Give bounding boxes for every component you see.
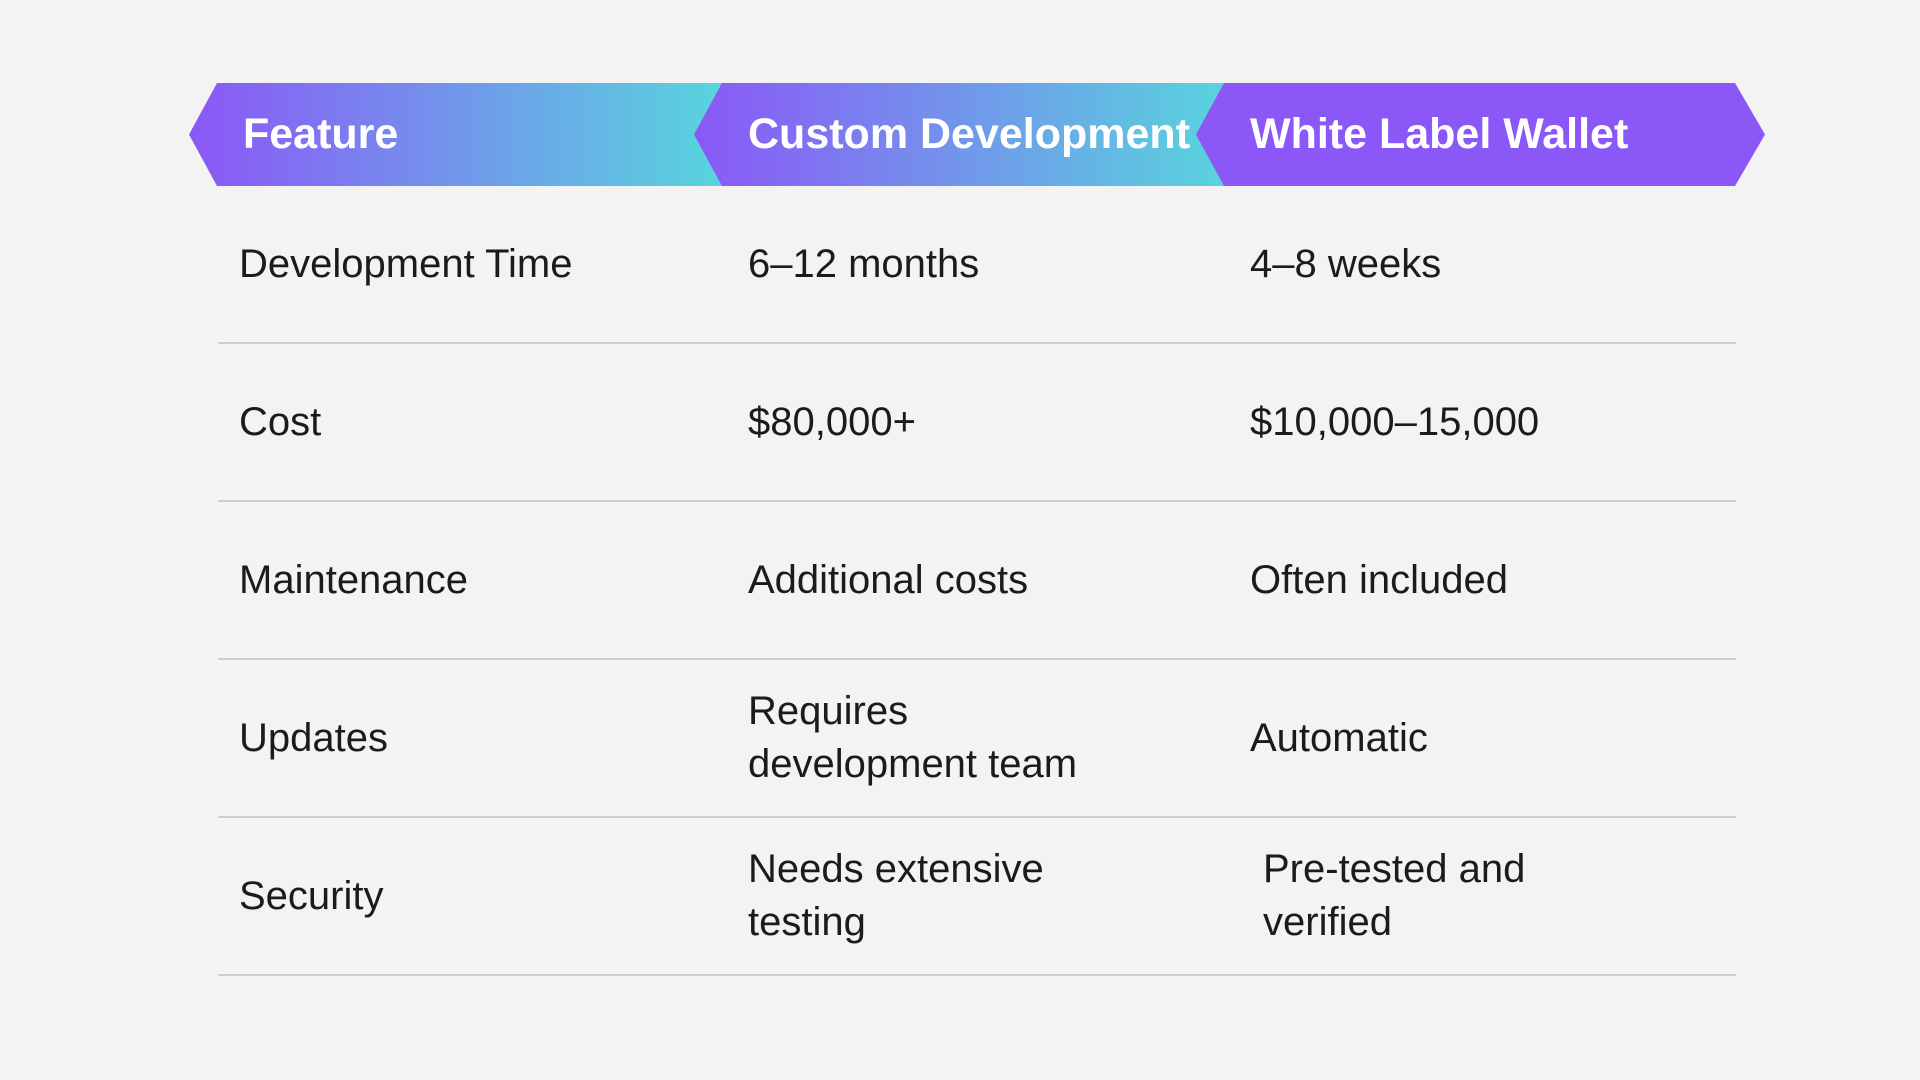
header-banner-custom-development: Custom Development xyxy=(694,83,1230,186)
cell-text: Needs extensive testing xyxy=(748,847,1044,944)
table-row-security: Security Needs extensive testing Pre-tes… xyxy=(218,818,1736,976)
cell-text: Additional costs xyxy=(748,557,1029,602)
header-banner-white-label-wallet: White Label Wallet xyxy=(1196,83,1765,186)
cell-custom-development: $80,000+ xyxy=(748,396,1250,449)
cell-feature: Security xyxy=(239,870,748,923)
cell-white-label-wallet: Pre-tested and verified xyxy=(1250,843,1736,949)
cell-text: Updates xyxy=(239,715,388,760)
table-row-updates: Updates Requires development team Automa… xyxy=(218,660,1736,818)
cell-custom-development: Needs extensive testing xyxy=(748,843,1250,949)
cell-text: 4–8 weeks xyxy=(1250,241,1442,286)
cell-text: Requires development team xyxy=(748,689,1078,786)
header-label-white-label-wallet: White Label Wallet xyxy=(1250,110,1629,158)
cell-custom-development: Requires development team xyxy=(748,685,1250,791)
header-label-custom-development: Custom Development xyxy=(748,110,1191,158)
comparison-table-body: Development Time 6–12 months 4–8 weeks C… xyxy=(218,186,1736,976)
cell-text: Automatic xyxy=(1250,715,1428,760)
cell-feature: Updates xyxy=(239,712,748,765)
cell-text: 6–12 months xyxy=(748,241,980,286)
cell-text: Pre-tested and verified xyxy=(1263,847,1526,944)
table-header-row: Feature Custom Development White Label W… xyxy=(189,83,1765,186)
cell-text: $80,000+ xyxy=(748,399,916,444)
cell-text: Development Time xyxy=(239,241,573,286)
cell-text: Cost xyxy=(239,399,322,444)
cell-text: Maintenance xyxy=(239,557,469,602)
cell-text: $10,000–15,000 xyxy=(1250,399,1540,444)
cell-white-label-wallet: Often included xyxy=(1250,554,1736,607)
cell-custom-development: 6–12 months xyxy=(748,238,1250,291)
cell-white-label-wallet: 4–8 weeks xyxy=(1250,238,1736,291)
cell-white-label-wallet: Automatic xyxy=(1250,712,1736,765)
cell-white-label-wallet: $10,000–15,000 xyxy=(1250,396,1736,449)
cell-feature: Maintenance xyxy=(239,554,748,607)
cell-feature: Cost xyxy=(239,396,748,449)
cell-text: Often included xyxy=(1250,557,1508,602)
header-banner-feature: Feature xyxy=(189,83,722,186)
cell-text: Security xyxy=(239,873,384,918)
header-label-feature: Feature xyxy=(243,110,399,158)
cell-custom-development: Additional costs xyxy=(748,554,1250,607)
table-row-maintenance: Maintenance Additional costs Often inclu… xyxy=(218,502,1736,660)
cell-feature: Development Time xyxy=(239,238,748,291)
table-row-development-time: Development Time 6–12 months 4–8 weeks xyxy=(218,186,1736,344)
table-row-cost: Cost $80,000+ $10,000–15,000 xyxy=(218,344,1736,502)
